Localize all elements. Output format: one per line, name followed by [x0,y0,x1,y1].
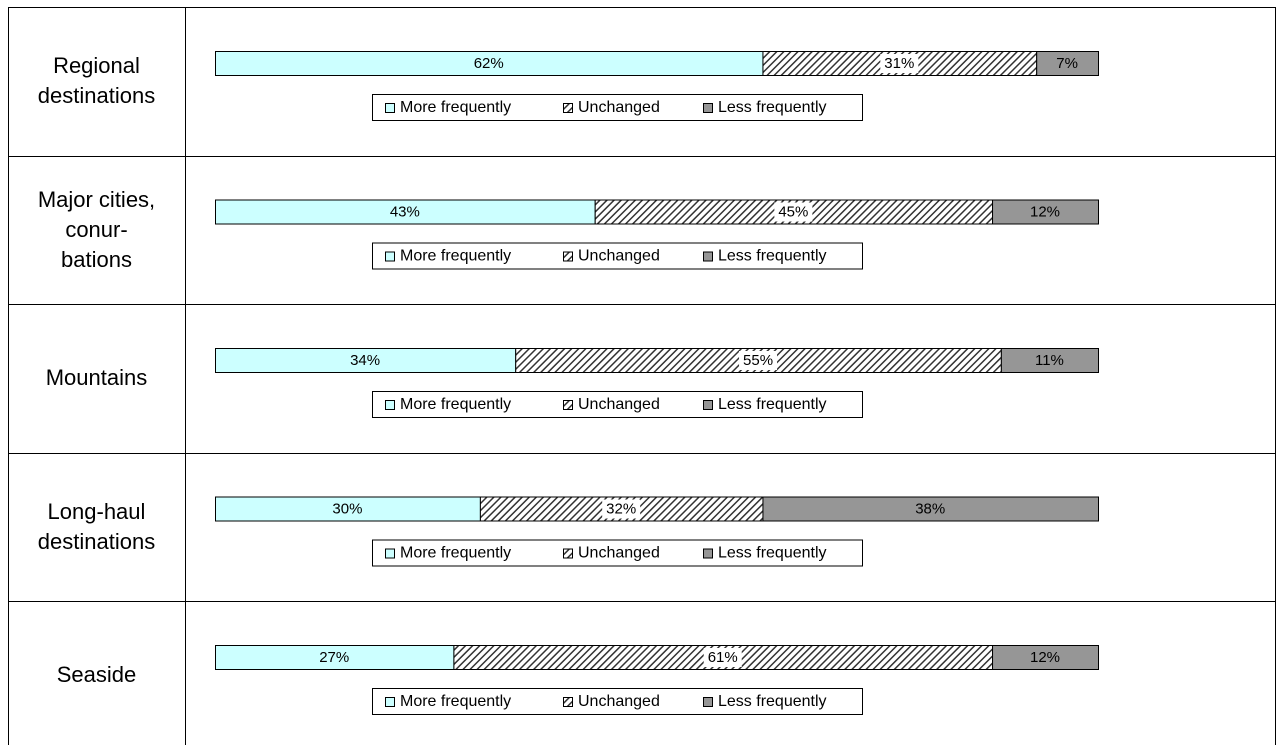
legend-swatch [703,103,713,113]
legend-box [372,539,863,567]
data-label: 31% [884,55,914,72]
data-label: 32% [606,500,636,517]
label-background [703,648,742,667]
row-label: Long-haul destinations [37,498,156,554]
legend-swatch [703,251,713,262]
legend-label: Unchanged [578,99,660,116]
legend-swatch [385,697,395,707]
legend-swatch [563,697,573,707]
row-label: Seaside [56,662,137,688]
data-label: 12% [1030,203,1060,220]
data-label: 11% [1035,352,1064,369]
data-label: 7% [1056,55,1078,72]
data-label: 43% [390,203,420,220]
legend-box [372,94,863,121]
data-label: 34% [350,352,380,369]
data-label: 45% [778,203,808,220]
bar-segment [1000,348,1099,373]
legend-swatch [703,548,713,559]
legend-label: Unchanged [578,545,660,562]
legend-label: Less frequently [718,396,827,413]
bar-segment [1036,51,1099,76]
bar-segment [215,199,596,225]
row-label: Major cities, conur- bations [37,186,156,272]
data-label: 38% [915,500,945,517]
bar-segment [215,348,517,373]
legend-swatch [385,548,395,559]
legend-label: More frequently [400,99,511,116]
legend-swatch [563,251,573,262]
bar-segment [215,645,455,670]
label-background [739,351,778,370]
label-background [880,54,919,73]
legend-swatch [703,697,713,707]
bar-segment [992,645,1099,670]
legend-label: Unchanged [578,693,660,710]
data-label: 62% [474,55,504,72]
data-label: 27% [319,649,349,666]
row-label: Mountains [45,365,148,391]
legend-label: Less frequently [718,545,827,562]
legend-swatch [385,400,395,410]
legend-box [372,242,863,270]
bar-segment [992,199,1099,225]
legend-swatch [563,548,573,559]
bar-segment [215,496,481,522]
data-label: 12% [1030,649,1060,666]
legend-label: Less frequently [718,693,827,710]
legend-label: More frequently [400,545,511,562]
bar-segment [215,51,764,76]
data-label: 30% [332,500,362,517]
label-background [602,499,641,519]
legend-label: Unchanged [578,248,660,265]
legend-swatch [563,103,573,113]
row-label: Regional destinations [37,53,156,109]
legend-label: Less frequently [718,248,827,265]
legend-label: More frequently [400,396,511,413]
legend-swatch [563,400,573,410]
legend-swatch [385,103,395,113]
legend-swatch [703,400,713,410]
data-label: 61% [708,649,738,666]
bar-segment [762,496,1100,522]
legend-swatch [385,251,395,262]
legend-label: Unchanged [578,396,660,413]
label-background [774,202,813,222]
legend-box [372,391,863,418]
legend-box [372,688,863,715]
data-label: 55% [743,352,773,369]
legend-label: More frequently [400,693,511,710]
legend-label: Less frequently [718,99,827,116]
legend-label: More frequently [400,248,511,265]
